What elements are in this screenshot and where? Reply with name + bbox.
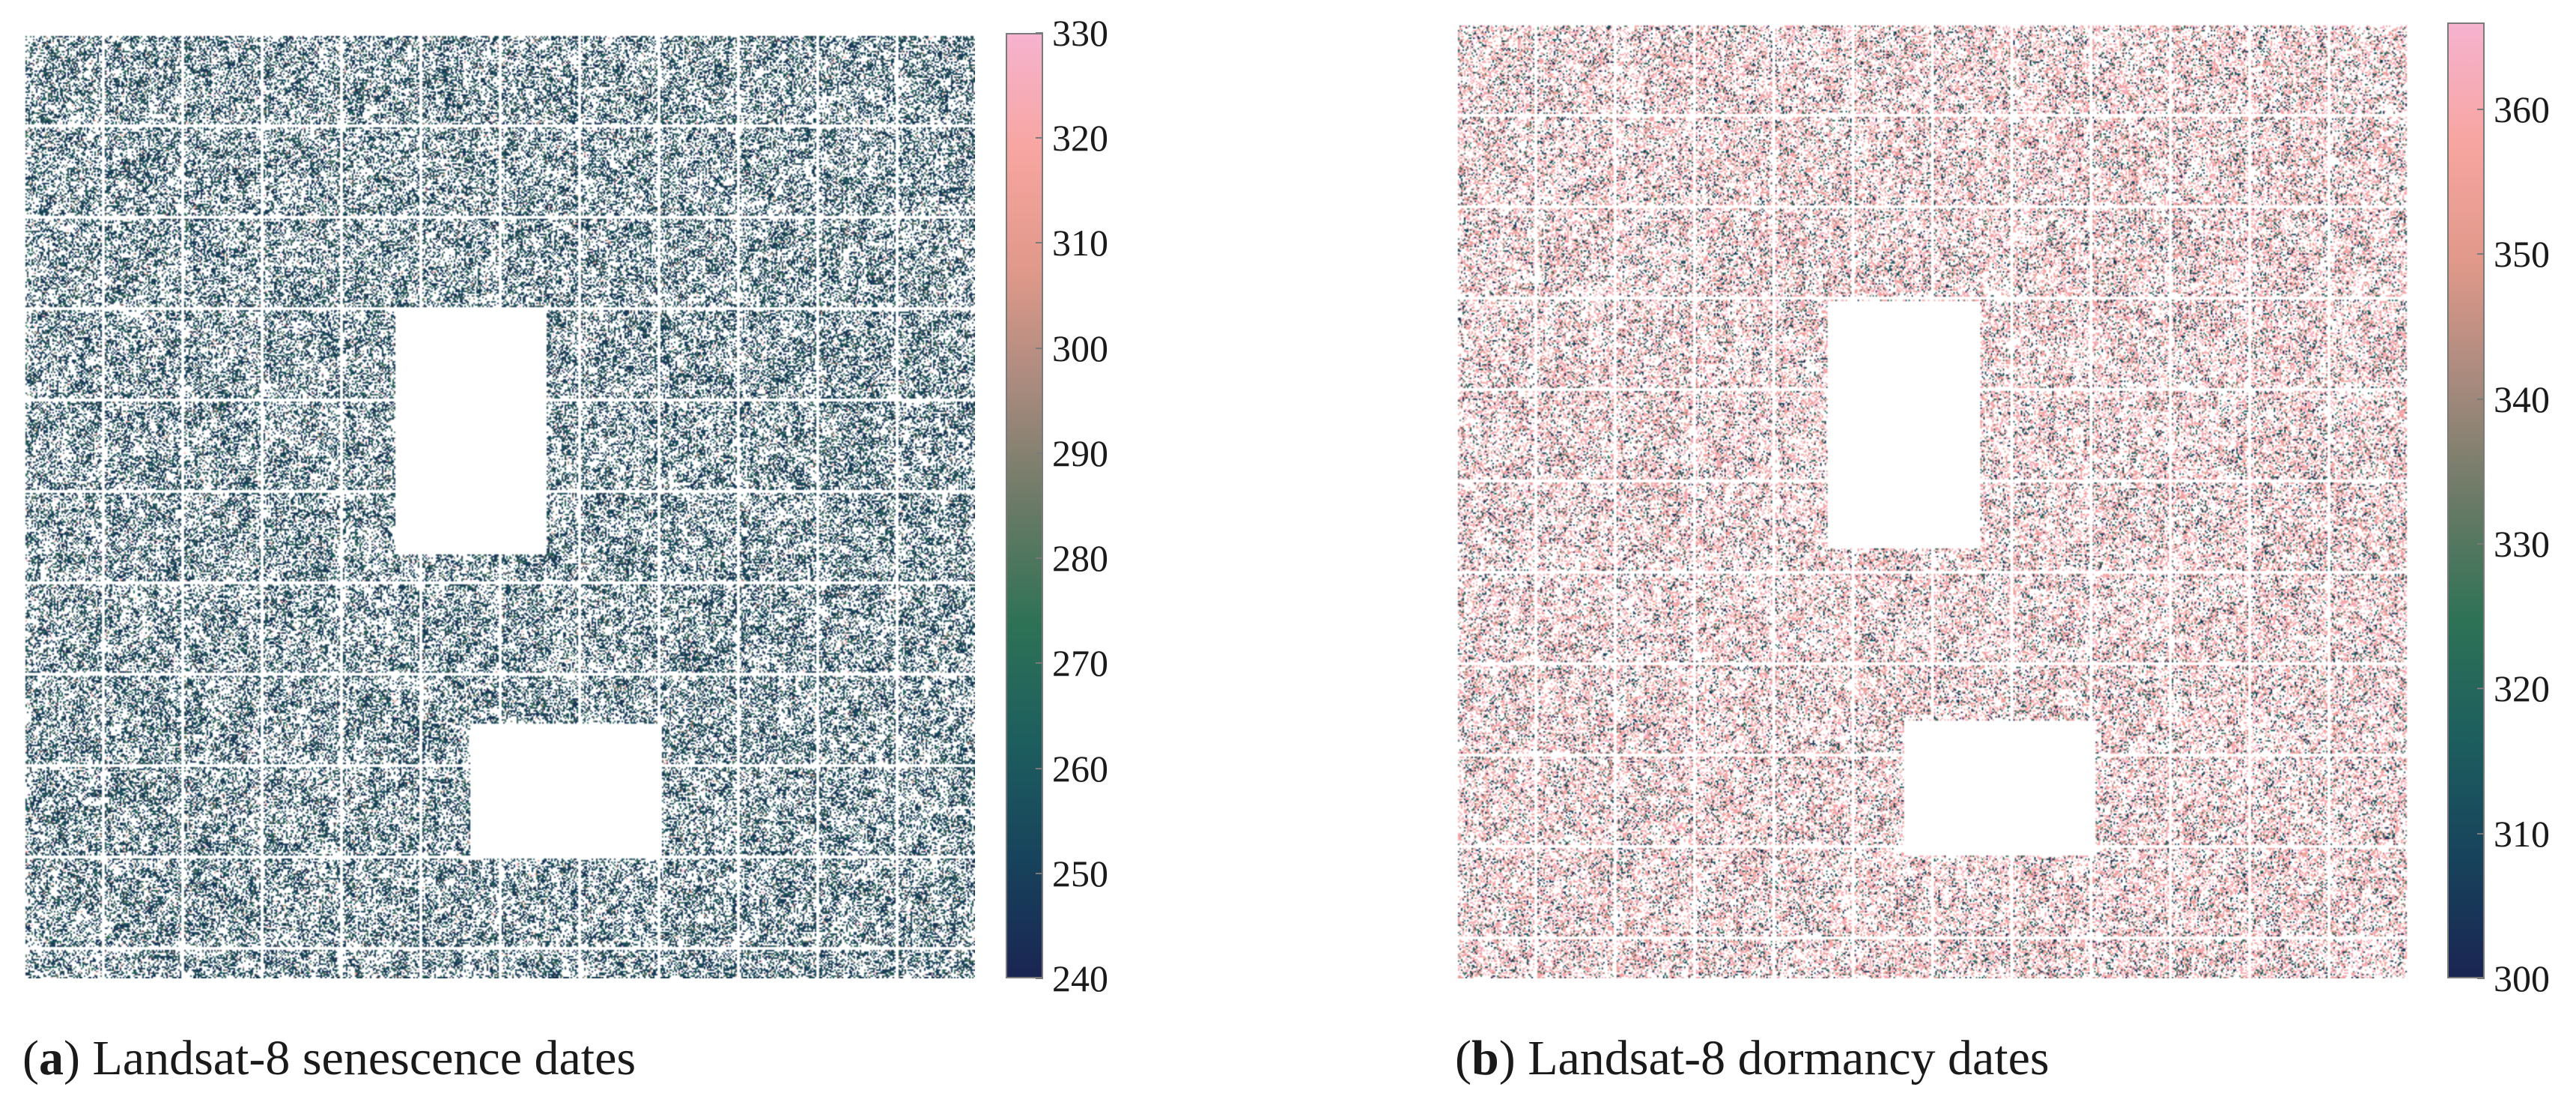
colorbar-tick-label: 240: [1052, 957, 1108, 999]
colorbar-tick-mark: [2477, 253, 2485, 255]
colorbar-tick-mark: [1036, 872, 1043, 874]
colorbar-tick-mark: [2477, 109, 2485, 110]
colorbar-tick-mark: [1036, 557, 1043, 560]
colorbar-tick-label: 300: [2494, 957, 2550, 999]
colorbar-a: [1006, 33, 1043, 978]
colorbar-tick-label: 340: [2494, 378, 2550, 420]
colorbar-tick-label: 330: [2494, 523, 2550, 565]
colorbar-tick-label: 250: [1052, 852, 1108, 894]
colorbar-tick-mark: [1036, 452, 1043, 454]
colorbar-tick-label: 310: [2494, 812, 2550, 855]
colorbar-tick-label: 350: [2494, 233, 2550, 276]
colorbar-tick-mark: [1036, 242, 1043, 244]
colorbar-tick-mark: [2477, 398, 2485, 400]
caption-b: (b) Landsat-8 dormancy dates: [1455, 1031, 2050, 1086]
colorbar-tick-mark: [2477, 832, 2485, 835]
colorbar-tick-mark: [1036, 767, 1043, 769]
caption-text-b: Landsat-8 dormancy dates: [1528, 1031, 2050, 1086]
caption-a: (a) Landsat-8 senescence dates: [22, 1031, 637, 1086]
colorbar-tick-mark: [1036, 662, 1043, 664]
colorbar-tick-mark: [2477, 543, 2485, 545]
colorbar-tick-label: 290: [1052, 432, 1108, 474]
map-panel-a: [22, 33, 975, 978]
colorbar-b: [2447, 22, 2485, 978]
colorbar-tick-label: 320: [1052, 117, 1108, 160]
map-panel-b: [1455, 22, 2410, 978]
colorbar-tick-label: 320: [2494, 667, 2550, 710]
colorbar-tick-label: 270: [1052, 642, 1108, 685]
colorbar-tick-mark: [1036, 978, 1043, 979]
colorbar-tick-label: 360: [2494, 88, 2550, 130]
caption-letter-a: a: [38, 1031, 64, 1086]
colorbar-tick-mark: [1036, 347, 1043, 349]
caption-text-a: Landsat-8 senescence dates: [92, 1031, 637, 1086]
colorbar-tick-mark: [1036, 137, 1043, 139]
colorbar-tick-mark: [2477, 688, 2485, 690]
colorbar-tick-label: 260: [1052, 747, 1108, 790]
colorbar-tick-label: 300: [1052, 327, 1108, 369]
colorbar-tick-mark: [1036, 32, 1043, 34]
colorbar-tick-mark: [2477, 978, 2485, 979]
caption-letter-b: b: [1471, 1031, 1499, 1086]
colorbar-tick-label: 330: [1052, 12, 1108, 54]
colorbar-tick-label: 310: [1052, 222, 1108, 264]
colorbar-tick-label: 280: [1052, 537, 1108, 580]
